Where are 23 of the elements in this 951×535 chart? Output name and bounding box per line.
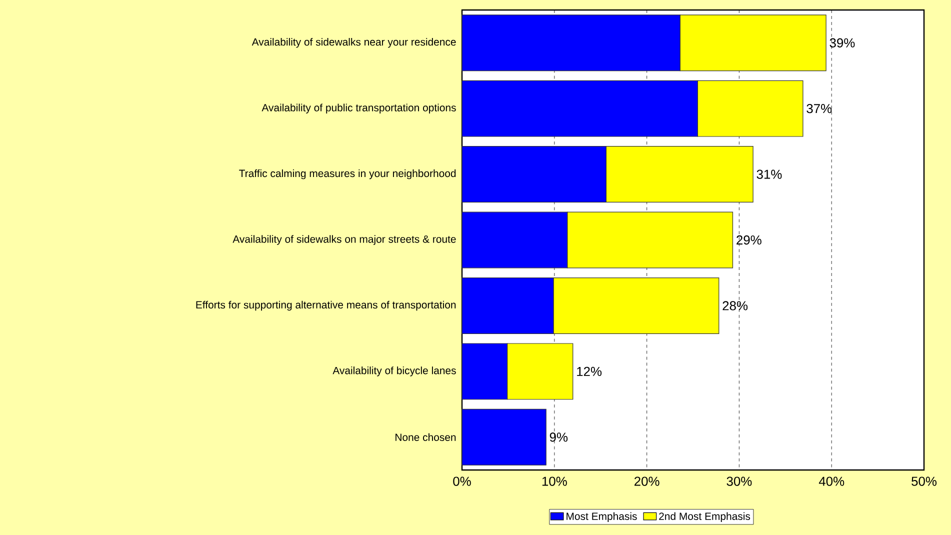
y-tick-label: Availability of public transportation options <box>262 104 456 114</box>
legend-label: 2nd Most Emphasis <box>659 512 750 522</box>
x-tick-label: 20% <box>634 476 660 486</box>
total-label: 28% <box>722 301 748 310</box>
total-label: 12% <box>577 366 602 376</box>
x-tick-label: 30% <box>726 476 752 486</box>
bar <box>462 408 546 466</box>
x-tick-label: 40% <box>818 476 844 486</box>
y-tick-label: Availability of sidewalks near your residence <box>252 38 456 48</box>
legend-label: Most Emphasis <box>566 512 637 522</box>
total-label: 9% <box>550 432 568 442</box>
total-label: 31% <box>756 170 782 179</box>
x-tick-label: 10% <box>542 476 567 486</box>
x-tick-label: 0% <box>453 476 471 486</box>
x-tick-label: 50% <box>912 476 937 486</box>
total-label: 29% <box>736 235 762 245</box>
y-tick-label: None chosen <box>396 433 456 441</box>
y-tick-label: Availability of sidewalks on major streets & route <box>232 235 456 245</box>
y-tick-label: Efforts for supporting alternative means of transportation <box>196 300 456 311</box>
y-tick-label: Traffic calming measures in your neighborhood <box>239 169 456 180</box>
total-label: 37% <box>806 104 832 114</box>
total-label: 39% <box>830 38 855 48</box>
y-tick-label: Availability of bicycle lanes <box>332 366 456 376</box>
